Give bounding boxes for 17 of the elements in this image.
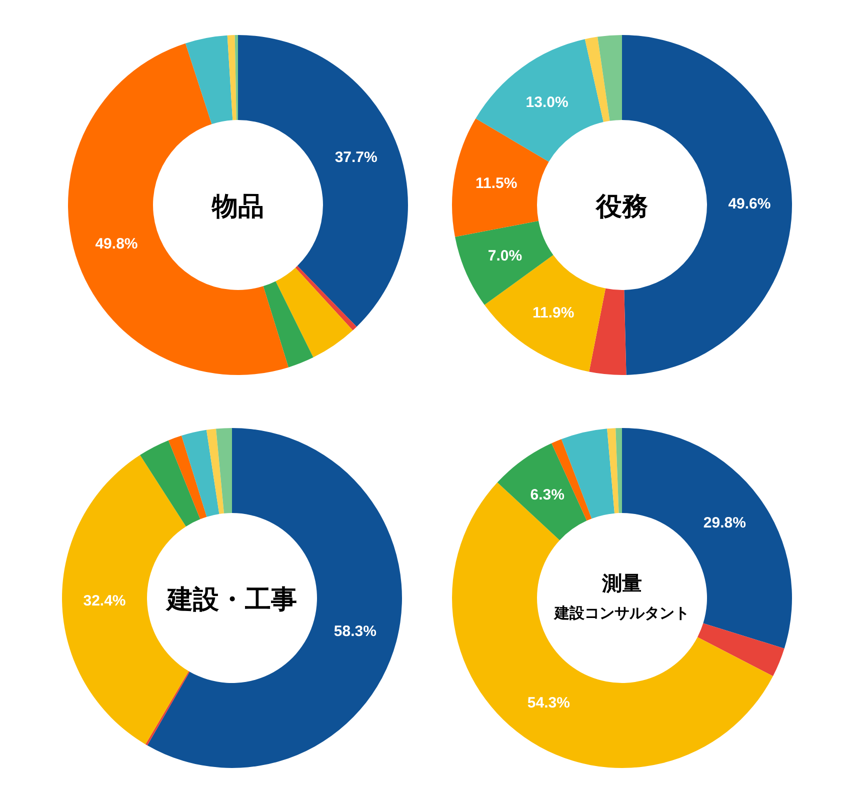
data-label: 11.9% <box>532 304 574 322</box>
text: 建設・工事 <box>165 585 297 615</box>
text: 建設コンサルタント <box>554 604 690 622</box>
text: 測量 <box>601 571 642 595</box>
data-label: 54.3% <box>527 694 570 712</box>
data-label: 58.3% <box>334 622 376 640</box>
data-label: 49.6% <box>728 195 771 212</box>
data-label: 37.7% <box>334 148 378 166</box>
text: 物品 <box>211 192 264 222</box>
data-label: 32.4% <box>83 592 126 610</box>
data-label: 49.8% <box>95 236 138 253</box>
data-label: 11.5% <box>476 175 518 192</box>
data-label: 7.0% <box>488 248 522 265</box>
data-label: 13.0% <box>526 94 568 111</box>
data-label: 6.3% <box>530 486 564 504</box>
data-label: 29.8% <box>703 514 746 532</box>
text: 役務 <box>595 192 648 222</box>
